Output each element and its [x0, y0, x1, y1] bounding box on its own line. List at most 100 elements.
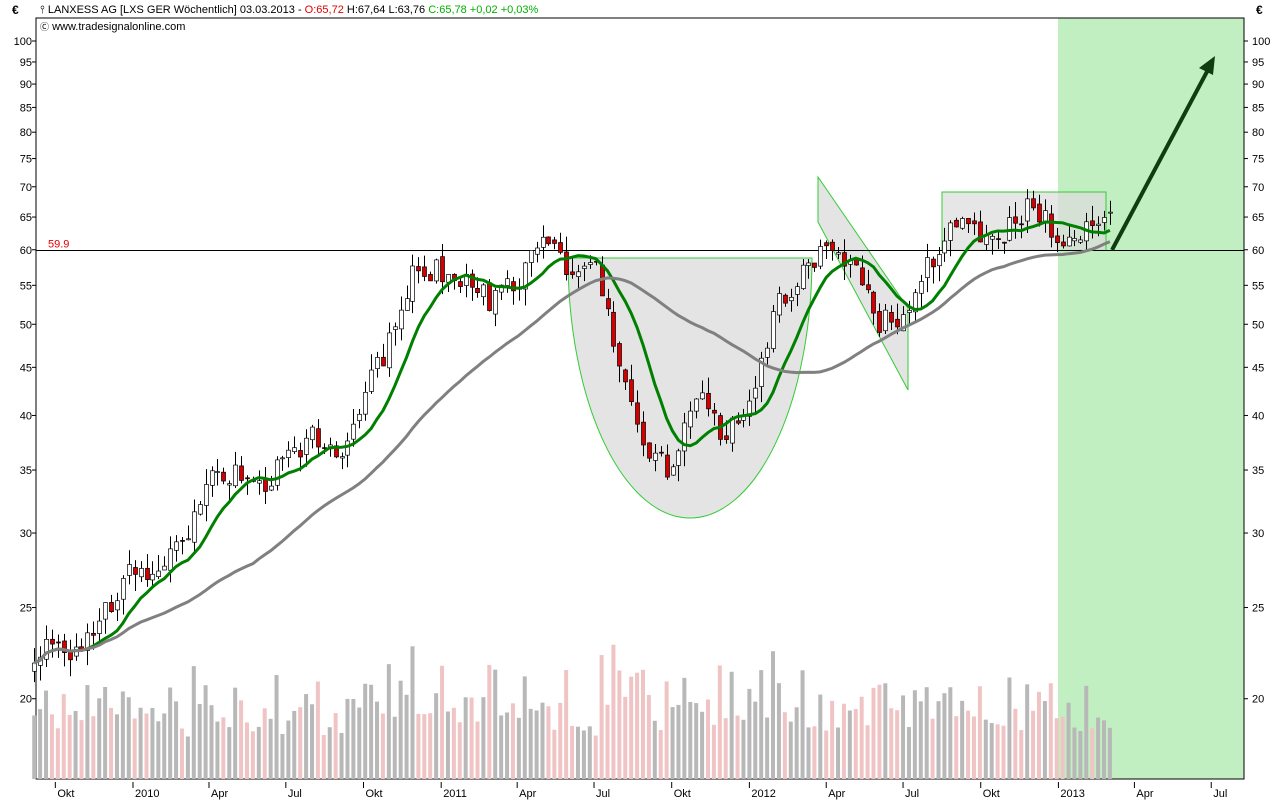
- candle: [617, 343, 622, 367]
- x-tick-label: Okt: [366, 788, 383, 800]
- volume-bar: [812, 726, 817, 779]
- volume-bar: [1107, 727, 1112, 779]
- candle: [552, 239, 557, 244]
- source-link[interactable]: www.tradesignalonline.com: [52, 21, 186, 33]
- plot-frame: [35, 17, 1245, 780]
- candle: [440, 256, 445, 283]
- volume-bar: [776, 683, 781, 779]
- y-tick-label-left: 55: [20, 280, 32, 292]
- chart-header: ⫯ LANXESS AG [LXS GER Wöchentlich] 03.03…: [40, 4, 538, 17]
- x-tick-label: 2010: [135, 788, 159, 800]
- volume-bar: [753, 701, 758, 779]
- candle: [434, 259, 439, 282]
- volume-bar: [906, 727, 911, 779]
- candle: [168, 548, 173, 571]
- volume-bar: [711, 724, 716, 779]
- candle: [747, 400, 752, 417]
- candle: [1078, 239, 1083, 243]
- volume-bar: [179, 728, 184, 779]
- x-tick-label: 2013: [1060, 788, 1084, 800]
- candle: [322, 447, 327, 449]
- candle: [966, 218, 971, 225]
- volume-bar: [540, 702, 545, 779]
- y-tick-label-right: 60: [1252, 245, 1264, 257]
- candle: [1108, 211, 1113, 214]
- candle: [393, 326, 398, 330]
- candle: [641, 421, 646, 446]
- candle: [730, 417, 735, 444]
- volume-bar: [747, 688, 752, 779]
- candle: [682, 422, 687, 452]
- x-tick-label: Apr: [519, 788, 536, 800]
- volume-bar: [771, 651, 776, 779]
- candle: [162, 565, 167, 571]
- y-tick-label-left: 65: [20, 212, 32, 224]
- volume-bar: [469, 697, 474, 779]
- volume-bar: [841, 703, 846, 779]
- volume-bar: [942, 693, 947, 779]
- candle: [546, 236, 551, 245]
- volume-bar: [1084, 685, 1089, 779]
- candle: [239, 465, 244, 481]
- volume-bar: [114, 714, 119, 779]
- x-tick-label: Jul: [905, 788, 919, 800]
- x-tick-label: 2011: [443, 788, 467, 800]
- volume-bar: [960, 700, 965, 779]
- candle: [186, 538, 191, 541]
- volume-bar: [392, 716, 397, 779]
- volume-bar: [475, 721, 480, 779]
- candle: [192, 511, 197, 543]
- volume-bar: [168, 687, 173, 779]
- y-tick-label-left: 35: [20, 465, 32, 477]
- volume-bar: [847, 710, 852, 779]
- candle: [694, 398, 699, 412]
- volume-bar: [640, 669, 645, 779]
- candle: [44, 638, 49, 660]
- candle: [523, 262, 528, 290]
- candle: [942, 240, 947, 254]
- candle: [1019, 223, 1024, 226]
- candle: [422, 266, 427, 277]
- cup-pattern: [567, 257, 813, 519]
- volume-bar: [700, 711, 705, 779]
- volume-bar: [735, 715, 740, 779]
- volume-bar: [286, 720, 291, 779]
- volume-bar: [510, 703, 515, 779]
- candle: [115, 600, 120, 611]
- candle: [1067, 236, 1072, 247]
- candle: [529, 250, 534, 263]
- volume-bar: [901, 695, 906, 779]
- volume-bar: [227, 727, 232, 779]
- candle: [783, 294, 788, 304]
- candle: [487, 282, 492, 311]
- y-tick-label-left: 30: [20, 528, 32, 540]
- level-label: 59.9: [48, 238, 69, 250]
- volume-bar: [298, 707, 303, 779]
- candle: [535, 247, 540, 255]
- candle: [103, 602, 108, 620]
- candle: [109, 602, 114, 612]
- candle: [340, 456, 345, 459]
- volume-bar: [741, 719, 746, 779]
- volume-bar: [73, 710, 78, 779]
- volume-bar: [883, 683, 888, 779]
- y-tick-label-left: 90: [20, 79, 32, 91]
- volume-bar: [676, 704, 681, 779]
- candle: [334, 445, 339, 458]
- candle: [156, 570, 161, 577]
- volume-bar: [1066, 702, 1071, 779]
- y-tick-label-right: 55: [1252, 280, 1264, 292]
- volume-bar: [599, 655, 604, 779]
- candle: [978, 221, 983, 243]
- y-tick-label-right: 75: [1252, 154, 1264, 166]
- candle: [558, 242, 563, 253]
- candle: [564, 251, 569, 275]
- volume-bar: [800, 670, 805, 779]
- volume-bar: [877, 684, 882, 779]
- volume-bar: [954, 716, 959, 779]
- volume-bar: [103, 686, 108, 779]
- volume-bar: [977, 686, 982, 779]
- volume-bar: [552, 729, 557, 779]
- candle: [174, 541, 179, 551]
